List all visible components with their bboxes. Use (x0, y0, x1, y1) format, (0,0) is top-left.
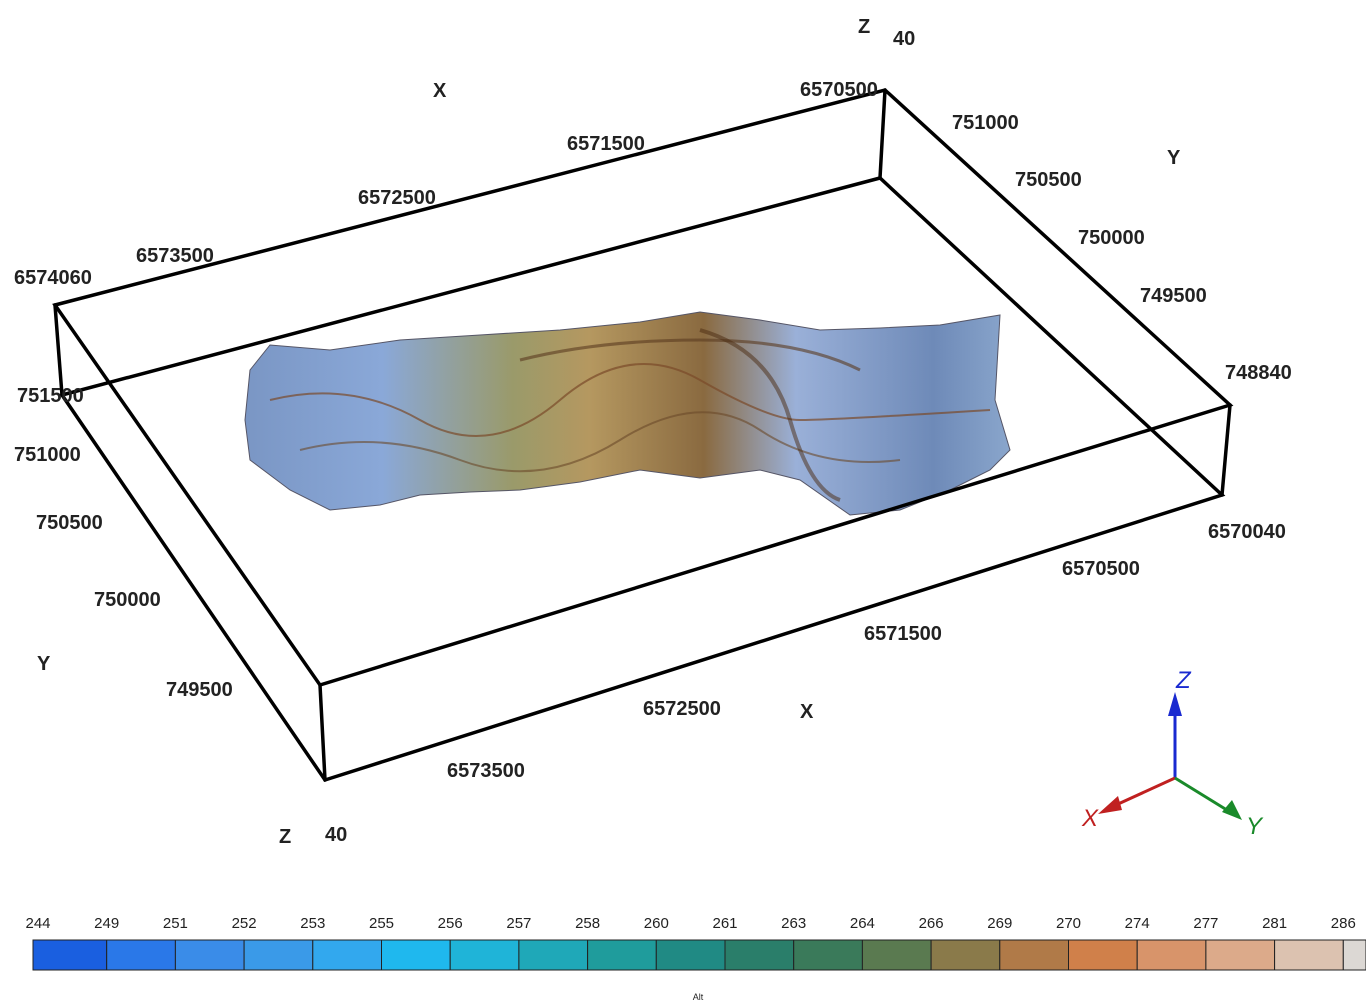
colorbar-segment (313, 940, 382, 970)
tick-label: 750500 (36, 512, 103, 534)
scene: 6570500 6571500 6572500 6573500 6574060 … (0, 0, 1366, 1005)
tick-label: 6573500 (447, 760, 525, 782)
colorbar-tick-label: 251 (163, 915, 188, 932)
colorbar-tick-label: 274 (1125, 915, 1150, 932)
tick-label: 751000 (952, 112, 1019, 134)
colorbar-tick-label: 277 (1193, 915, 1218, 932)
colorbar-tick-label: 261 (712, 915, 737, 932)
colorbar-segment (1137, 940, 1206, 970)
tick-label: 6570040 (1208, 521, 1286, 543)
colorbar-segment (725, 940, 794, 970)
tick-label: 748840 (1225, 362, 1292, 384)
colorbar-label: Alt (693, 992, 704, 1002)
tick-label: 6571500 (567, 133, 645, 155)
triad-label: X (1081, 805, 1099, 832)
colorbar-tick-label: 286 (1331, 915, 1356, 932)
colorbar-segment (1275, 940, 1344, 970)
colorbar-tick-label: 256 (438, 915, 463, 932)
colorbar-tick-label: 270 (1056, 915, 1081, 932)
tick-label: 749500 (1140, 285, 1207, 307)
colorbar-tick-label: 264 (850, 915, 875, 932)
colorbar-segment (175, 940, 244, 970)
colorbar-tick-label: 257 (506, 915, 531, 932)
colorbar-segment (794, 940, 863, 970)
triad-label: Y (1246, 813, 1264, 840)
tick-label: 6571500 (864, 623, 942, 645)
axis-label: Y (1167, 147, 1181, 169)
terrain (245, 312, 1010, 515)
colorbar-segment (519, 940, 588, 970)
tick-label: 6572500 (643, 698, 721, 720)
tick-label: 750500 (1015, 169, 1082, 191)
colorbar-tick-label: 258 (575, 915, 600, 932)
tick-label: 6570500 (1062, 558, 1140, 580)
tick-label: 6570500 (800, 79, 878, 101)
tick-label: 750000 (1078, 227, 1145, 249)
colorbar-tick-label: 249 (94, 915, 119, 932)
tick-label: 751500 (17, 385, 84, 407)
colorbar-segment (33, 940, 107, 970)
colorbar-tick-label: 269 (987, 915, 1012, 932)
tick-label: 750000 (94, 589, 161, 611)
colorbar-segment (1206, 940, 1275, 970)
z-value: 40 (893, 28, 915, 50)
colorbar-segment (107, 940, 176, 970)
colorbar-tick-label: 266 (919, 915, 944, 932)
tick-label: 6574060 (14, 267, 92, 289)
colorbar-segment (862, 940, 931, 970)
colorbar-segment (656, 940, 725, 970)
colorbar-segment (1000, 940, 1069, 970)
triad-label: Z (1175, 667, 1192, 694)
colorbar-tick-label: 263 (781, 915, 806, 932)
axis-label: X (800, 701, 814, 723)
colorbar-tick-label: 255 (369, 915, 394, 932)
colorbar-tick-label: 252 (232, 915, 257, 932)
colorbar-segment (931, 940, 1000, 970)
colorbar-tick-label: 253 (300, 915, 325, 932)
tick-label: 751000 (14, 444, 81, 466)
axis-label: X (433, 80, 447, 102)
colorbar-segment (588, 940, 657, 970)
axis-label: Z (858, 16, 870, 38)
tick-label: 6572500 (358, 187, 436, 209)
axis-label: Y (37, 653, 51, 675)
colorbar-segment (1343, 940, 1366, 970)
colorbar-segment (244, 940, 313, 970)
axis-triad: Z X Y (1081, 667, 1264, 840)
colorbar-segment (450, 940, 519, 970)
tick-label: 6573500 (136, 245, 214, 267)
colorbar-segment (382, 940, 451, 970)
colorbar-tick-label: 244 (25, 915, 50, 932)
colorbar-tick-label: 281 (1262, 915, 1287, 932)
z-value: 40 (325, 824, 347, 846)
tick-label: 749500 (166, 679, 233, 701)
colorbar-tick-label: 260 (644, 915, 669, 932)
axis-label: Z (279, 826, 291, 848)
colorbar-segment (1069, 940, 1138, 970)
